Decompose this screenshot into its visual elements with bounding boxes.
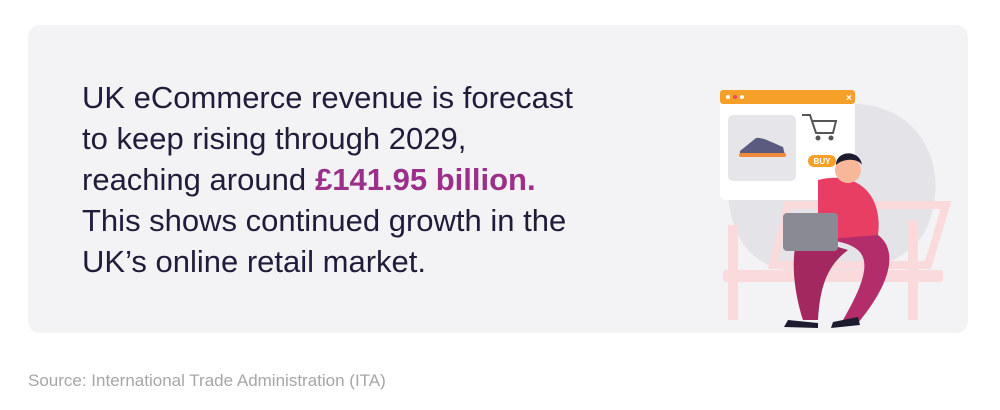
- bench: [723, 201, 952, 320]
- text-line: UK eCommerce revenue is forecast: [82, 80, 574, 115]
- card: UK eCommerce revenue is forecast to keep…: [28, 25, 968, 333]
- text-line: reaching around £141.95 billion.: [82, 159, 573, 200]
- highlight: £141.95 billion.: [315, 162, 536, 197]
- source: Source: International Trade Administrati…: [28, 371, 386, 390]
- text-line: UK’s online retail market.: [82, 244, 427, 279]
- text-line-part: reaching around: [82, 162, 307, 197]
- buy-button: BUY: [814, 157, 832, 166]
- svg-text:×: ×: [846, 93, 852, 104]
- text-line: This shows continued growth in the: [82, 203, 567, 238]
- text-line: to keep rising through 2029,: [82, 121, 467, 156]
- illustration: × BUY: [720, 90, 952, 328]
- card-text: UK eCommerce revenue is forecast to keep…: [82, 77, 573, 282]
